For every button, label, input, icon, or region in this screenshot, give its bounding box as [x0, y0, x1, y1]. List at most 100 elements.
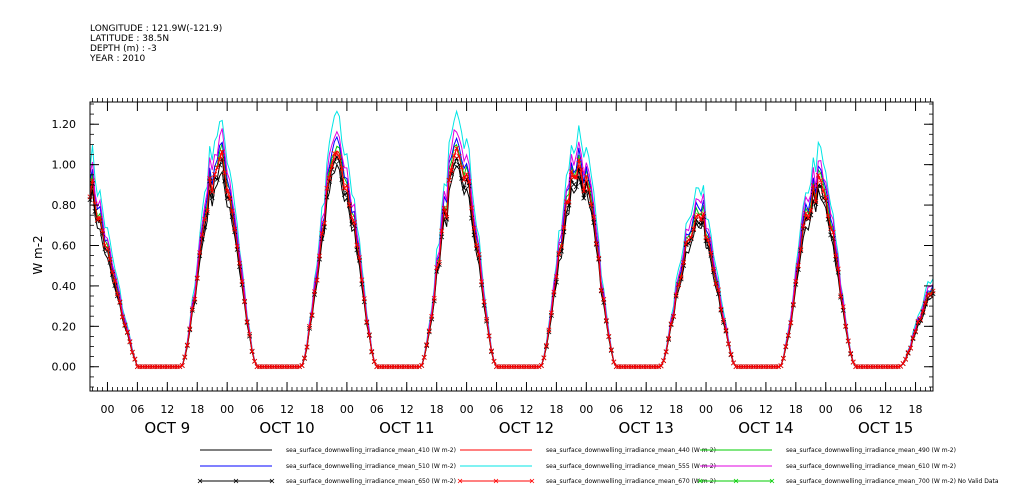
y-tick-label: 0.40	[52, 280, 77, 293]
series-marker	[835, 266, 841, 272]
x-tick-label: 12	[160, 403, 174, 416]
series-marker	[359, 277, 365, 283]
legend-entry: sea_surface_downwelling_irradiance_mean_…	[697, 478, 999, 485]
series-marker	[302, 355, 307, 361]
series-marker	[778, 363, 784, 369]
series-marker	[90, 178, 95, 184]
series-marker	[321, 220, 327, 226]
series-marker	[815, 172, 821, 178]
legend-entry: sea_surface_downwelling_irradiance_mean_…	[460, 447, 716, 454]
legend-marker	[697, 478, 703, 484]
series-marker	[713, 281, 719, 287]
series-marker	[910, 335, 916, 341]
x-tick-label: 06	[490, 403, 504, 416]
series-marker	[726, 341, 731, 347]
series-marker	[434, 265, 440, 271]
legend-label: sea_surface_downwelling_irradiance_mean_…	[546, 447, 716, 454]
series-marker	[461, 177, 467, 183]
series-line	[89, 146, 934, 368]
series-marker	[444, 216, 450, 222]
series-marker	[454, 145, 460, 151]
x-tick-label: 18	[669, 403, 683, 416]
x-day-label: OCT 14	[738, 419, 793, 437]
series-marker	[324, 194, 330, 200]
series-marker	[556, 250, 562, 256]
series-line	[89, 109, 934, 368]
series-marker	[598, 287, 604, 293]
series-marker	[698, 216, 704, 222]
series-marker	[112, 278, 118, 284]
series-marker	[491, 358, 497, 364]
legend-marker	[529, 478, 535, 484]
series-marker	[918, 318, 923, 323]
series-marker	[194, 275, 200, 281]
x-tick-label: 12	[639, 403, 653, 416]
header-latitude: LATITUDE : 38.5N	[90, 34, 169, 44]
series-marker	[833, 253, 839, 259]
series-marker	[444, 214, 450, 220]
series-marker	[346, 202, 352, 207]
series-marker	[297, 364, 302, 370]
series-4	[89, 109, 934, 368]
series-marker	[199, 236, 205, 242]
series-marker	[214, 176, 220, 182]
series-marker	[202, 216, 208, 222]
series-marker	[820, 188, 826, 194]
series-marker	[339, 165, 345, 171]
series-marker	[336, 154, 342, 160]
series-line	[89, 135, 934, 368]
legend-marker	[269, 478, 275, 484]
series-marker	[548, 310, 554, 316]
series-marker	[663, 349, 669, 355]
legend-entry: sea_surface_downwelling_irradiance_mean_…	[197, 478, 456, 485]
series-marker	[701, 211, 706, 217]
series-line	[89, 163, 934, 368]
series-marker	[122, 322, 128, 328]
series-marker	[105, 246, 110, 251]
series-marker	[561, 225, 567, 230]
series-marker	[673, 292, 679, 298]
series-line	[89, 128, 934, 368]
series-marker	[588, 201, 594, 207]
series-marker	[426, 328, 432, 334]
series-marker	[484, 316, 490, 322]
series-marker	[100, 228, 105, 234]
series-marker	[102, 242, 108, 248]
series-marker	[244, 319, 250, 325]
series-marker	[319, 231, 325, 236]
series-marker	[661, 358, 667, 364]
legend-label: sea_surface_downwelling_irradiance_mean_…	[786, 478, 999, 485]
x-tick-label: 12	[280, 403, 294, 416]
series-marker	[711, 266, 716, 272]
series-marker	[810, 183, 816, 189]
series-marker	[813, 201, 819, 207]
series-marker	[696, 220, 702, 226]
series-marker	[825, 213, 831, 219]
y-tick-label: 1.00	[52, 159, 77, 172]
series-marker	[184, 342, 190, 348]
series-marker	[798, 246, 804, 252]
series-marker	[329, 164, 335, 170]
legend: sea_surface_downwelling_irradiance_mean_…	[197, 447, 999, 485]
series-marker	[573, 174, 579, 180]
series-marker	[481, 302, 487, 308]
series-marker	[192, 296, 198, 302]
series-marker	[252, 358, 258, 364]
series-marker	[224, 188, 230, 194]
series-marker	[721, 319, 726, 325]
legend-marker	[197, 478, 203, 484]
series-marker	[127, 339, 133, 345]
series-marker	[366, 332, 372, 338]
series-marker	[324, 185, 330, 191]
series-marker	[219, 149, 225, 155]
series-marker	[132, 356, 138, 362]
x-day-label: OCT 9	[144, 419, 190, 437]
series-marker	[314, 277, 320, 283]
header-year: YEAR : 2010	[89, 54, 146, 64]
series-marker	[469, 205, 475, 211]
series-marker	[416, 364, 422, 370]
series-marker	[928, 292, 933, 298]
series-marker	[843, 323, 849, 329]
series-marker	[850, 359, 856, 365]
series-marker	[479, 279, 485, 285]
